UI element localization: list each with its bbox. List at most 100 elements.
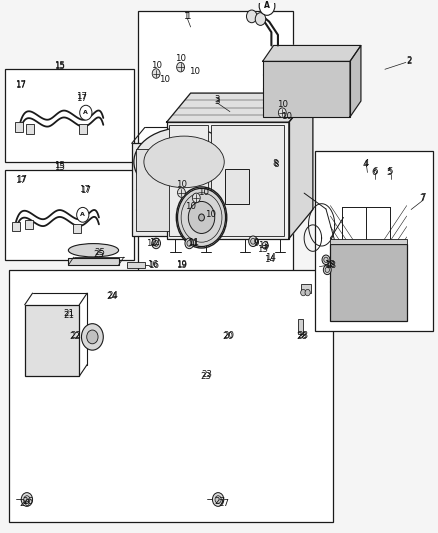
Circle shape: [322, 255, 330, 264]
Text: 17: 17: [79, 185, 90, 195]
Circle shape: [87, 330, 98, 344]
Polygon shape: [350, 45, 361, 117]
Text: 19: 19: [177, 260, 187, 269]
Text: 27: 27: [218, 499, 229, 508]
Text: 17: 17: [80, 187, 92, 196]
Text: 24: 24: [106, 292, 117, 301]
Text: 10: 10: [159, 75, 170, 84]
Circle shape: [305, 289, 310, 296]
Circle shape: [21, 492, 32, 506]
Text: A: A: [80, 212, 85, 217]
Text: 3: 3: [214, 95, 219, 104]
Text: 14: 14: [264, 255, 275, 264]
Bar: [301, 284, 311, 293]
Bar: [25, 220, 33, 229]
Bar: [68, 257, 119, 265]
Text: 2: 2: [406, 57, 412, 66]
Circle shape: [188, 201, 215, 233]
Text: 10: 10: [175, 54, 186, 63]
Bar: [127, 262, 145, 268]
Bar: [263, 61, 350, 117]
Text: 28: 28: [297, 332, 307, 341]
Ellipse shape: [144, 136, 224, 188]
Text: 7: 7: [420, 193, 426, 202]
Text: 27: 27: [214, 497, 226, 506]
Text: 10: 10: [176, 180, 187, 189]
Text: 3: 3: [214, 96, 219, 106]
Text: 11: 11: [187, 239, 198, 248]
Text: 15: 15: [54, 61, 65, 69]
Text: A: A: [83, 110, 88, 115]
Circle shape: [279, 108, 286, 117]
Text: 15: 15: [54, 163, 65, 172]
Bar: [330, 244, 407, 321]
Text: 1: 1: [185, 12, 191, 21]
Text: 28: 28: [297, 331, 308, 340]
Circle shape: [323, 265, 331, 274]
Polygon shape: [289, 93, 313, 239]
Text: 10: 10: [205, 211, 216, 219]
Bar: [73, 224, 81, 233]
Text: 1: 1: [184, 12, 189, 21]
Text: 17: 17: [16, 175, 27, 184]
Text: 21: 21: [63, 309, 74, 318]
Bar: [5, 170, 134, 260]
Text: 10: 10: [277, 100, 288, 109]
Ellipse shape: [68, 244, 119, 257]
Circle shape: [152, 238, 160, 249]
Circle shape: [247, 10, 257, 23]
Circle shape: [80, 106, 92, 120]
Circle shape: [212, 492, 224, 506]
Text: 10: 10: [281, 112, 292, 122]
Text: 11: 11: [188, 238, 199, 247]
Ellipse shape: [134, 127, 234, 196]
Text: 12: 12: [149, 238, 160, 247]
Text: 18: 18: [325, 261, 336, 270]
Circle shape: [185, 238, 194, 249]
Circle shape: [324, 257, 328, 262]
Bar: [79, 124, 87, 134]
Bar: [12, 222, 20, 231]
Bar: [330, 239, 407, 244]
Text: 9: 9: [254, 238, 259, 247]
Polygon shape: [263, 45, 361, 61]
Circle shape: [249, 236, 258, 247]
Text: 10: 10: [185, 203, 196, 212]
Text: 20: 20: [222, 332, 233, 341]
Circle shape: [325, 267, 329, 272]
Text: 13: 13: [257, 245, 268, 254]
Bar: [138, 11, 293, 300]
Text: 17: 17: [76, 92, 87, 101]
Text: 10: 10: [198, 188, 209, 197]
Circle shape: [215, 496, 221, 503]
Bar: [15, 122, 23, 132]
Circle shape: [152, 69, 160, 78]
Bar: [184, 149, 265, 231]
Text: 23: 23: [201, 372, 212, 381]
Bar: [315, 151, 433, 331]
Text: 23: 23: [201, 370, 212, 379]
Text: 22: 22: [70, 331, 81, 340]
Text: 17: 17: [15, 80, 26, 90]
Bar: [225, 169, 249, 204]
Text: 17: 17: [15, 176, 26, 185]
Text: 25: 25: [95, 248, 106, 257]
Circle shape: [262, 242, 268, 249]
Text: 26: 26: [19, 499, 30, 508]
Text: 21: 21: [63, 311, 74, 320]
Bar: [169, 125, 208, 236]
Circle shape: [177, 188, 185, 197]
Circle shape: [177, 188, 226, 247]
Circle shape: [24, 496, 30, 503]
Bar: [132, 143, 272, 236]
Bar: [297, 319, 303, 334]
Circle shape: [192, 193, 200, 203]
Bar: [26, 124, 34, 134]
Circle shape: [259, 0, 275, 15]
Text: 15: 15: [54, 160, 65, 169]
Text: 10: 10: [151, 61, 162, 70]
Text: 24: 24: [107, 290, 118, 300]
Text: 25: 25: [93, 250, 104, 259]
Text: 8: 8: [272, 159, 278, 168]
Circle shape: [177, 62, 184, 72]
